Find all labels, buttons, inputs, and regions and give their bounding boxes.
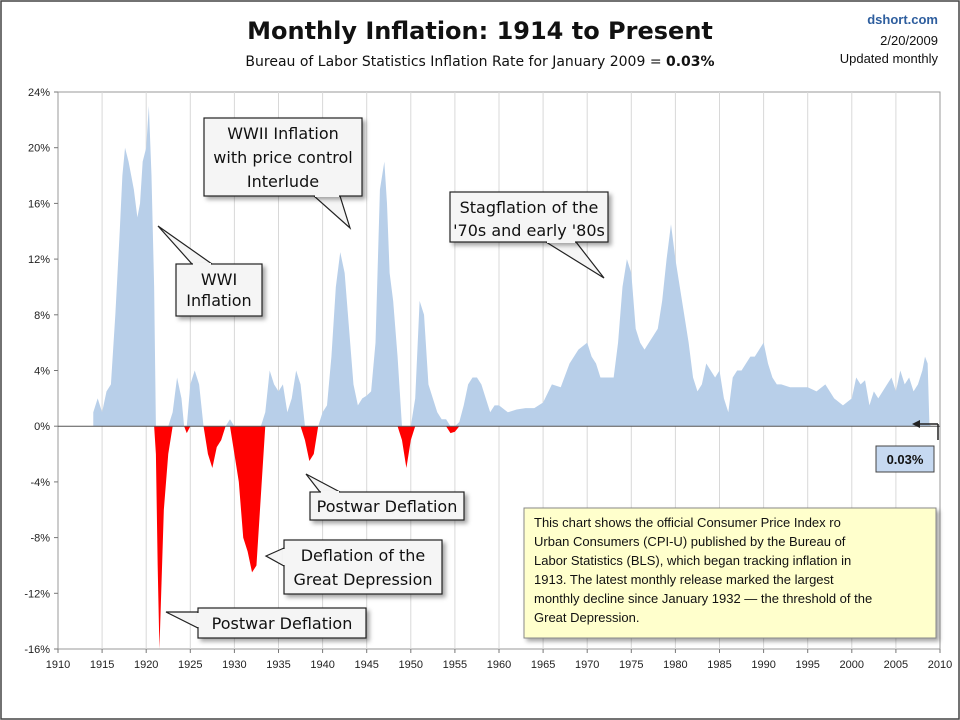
- x-tick-label: 1960: [487, 659, 511, 671]
- source-label: dshort.com: [867, 12, 938, 27]
- x-tick-label: 1945: [354, 659, 378, 671]
- wwi-callout-line-1: WWI: [201, 270, 237, 289]
- inflation-area-positive: [93, 105, 932, 427]
- x-tick-label: 1915: [90, 659, 114, 671]
- callout-shapes: [157, 117, 609, 639]
- y-tick-label: -12%: [24, 588, 50, 600]
- postwar1-callout-box: [309, 491, 465, 521]
- x-tick-label: 1910: [46, 659, 70, 671]
- callout-texts: WWI Inflation WWII Inflation with price …: [186, 124, 605, 633]
- y-tick-label: 16%: [28, 198, 50, 210]
- postwar2-callout-line-1: Postwar Deflation: [212, 614, 353, 633]
- x-tick-label: 1990: [751, 659, 775, 671]
- x-tick-label: 1925: [178, 659, 202, 671]
- x-tick-label: 2010: [928, 659, 952, 671]
- stagflation-callout-line-1: Stagflation of the: [460, 198, 599, 217]
- x-tick-label: 1955: [443, 659, 467, 671]
- x-tick-label: 1935: [266, 659, 290, 671]
- note-line-3: Labor Statistics (BLS), which began trac…: [534, 553, 851, 568]
- latest-value-box: [875, 445, 935, 473]
- latest-value-arrowhead: [912, 420, 920, 428]
- note-text: This chart shows the official Consumer P…: [534, 515, 872, 625]
- y-tick-label: -8%: [30, 533, 50, 545]
- x-tick-label: 1995: [795, 659, 819, 671]
- x-tick-label: 1930: [222, 659, 246, 671]
- y-tick-label: 20%: [28, 143, 50, 155]
- wwii-callout-line-3: Interlude: [247, 172, 319, 191]
- chart-title: Monthly Inflation: 1914 to Present: [247, 17, 713, 45]
- x-tick-label: 1985: [707, 659, 731, 671]
- y-tick-label: -16%: [24, 644, 50, 656]
- note-line-2: Urban Consumers (CPI-U) published by the…: [534, 534, 846, 549]
- y-tick-label: 8%: [34, 310, 50, 322]
- depression-callout-box: [283, 539, 443, 595]
- note-line-4: 1913. The latest monthly release marked …: [534, 572, 834, 587]
- y-tick-label: 12%: [28, 254, 50, 266]
- x-tick-label: 1965: [531, 659, 555, 671]
- wwi-callout-line-2: Inflation: [186, 291, 251, 310]
- note-line-1: This chart shows the official Consumer P…: [534, 515, 841, 530]
- x-tick-label: 2000: [840, 659, 864, 671]
- x-tick-label: 1940: [310, 659, 334, 671]
- wwii-callout-line-2: with price control: [213, 148, 352, 167]
- wwii-callout-line-1: WWII Inflation: [227, 124, 339, 143]
- stagflation-callout-line-2: '70s and early '80s: [453, 221, 605, 240]
- y-tick-label: 4%: [34, 366, 50, 378]
- x-tick-label: 1950: [399, 659, 423, 671]
- axis-ticks: 1910 1915 1920 1925 1930 1935 1940 1945 1950 1955…: [24, 87, 952, 671]
- depression-callout-line-1: Deflation of the: [301, 546, 426, 565]
- wwii-callout-box: [203, 117, 363, 197]
- y-tick-label: 24%: [28, 87, 50, 99]
- postwar1-callout-line-1: Postwar Deflation: [317, 497, 458, 516]
- latest-value-label: 0.03%: [887, 452, 924, 467]
- subtitle-prefix: Bureau of Labor Statistics Inflation Rat…: [245, 54, 666, 70]
- x-tick-label: 1920: [134, 659, 158, 671]
- wwi-callout-box: [175, 263, 263, 317]
- note-line-5: monthly decline since January 1932 — the…: [534, 591, 872, 606]
- y-tick-label: -4%: [30, 477, 50, 489]
- note-line-6: Great Depression.: [534, 610, 640, 625]
- stagflation-callout-box: [449, 191, 609, 243]
- depression-callout-line-2: Great Depression: [293, 570, 432, 589]
- note-box: [523, 507, 937, 639]
- postwar2-callout-box: [197, 607, 367, 639]
- subtitle-value: 0.03%: [666, 54, 715, 70]
- date-label: 2/20/2009: [880, 33, 938, 48]
- chart-subtitle: Bureau of Labor Statistics Inflation Rat…: [245, 54, 714, 70]
- x-tick-label: 1975: [619, 659, 643, 671]
- update-note: Updated monthly: [840, 51, 939, 66]
- y-tick-label: 0%: [34, 421, 50, 433]
- x-tick-label: 1970: [575, 659, 599, 671]
- data-area-layer: [93, 105, 932, 649]
- latest-value-arrow: [918, 423, 939, 440]
- x-tick-label: 1980: [663, 659, 687, 671]
- x-tick-label: 2005: [884, 659, 908, 671]
